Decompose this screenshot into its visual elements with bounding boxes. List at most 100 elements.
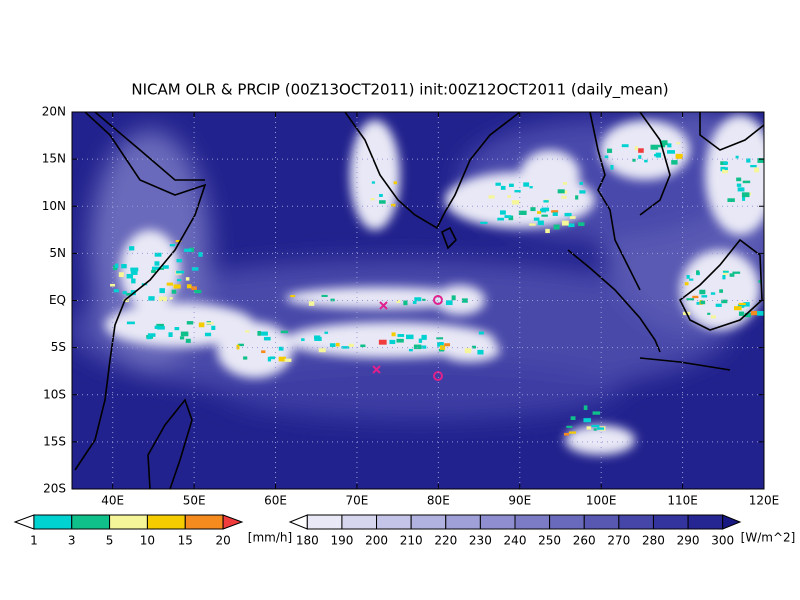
lat-label: 15N [42,152,66,166]
precip-cell [562,182,568,185]
precip-cell [497,217,505,221]
lon-label: 50E [183,494,206,508]
precip-cell [396,300,401,304]
precip-cell [543,208,549,211]
precip-cell [169,244,176,247]
precip-cell [121,264,127,269]
precip-cell [176,270,185,274]
precip-cell [257,330,261,336]
precip-cell [692,295,699,299]
precip-cell [743,302,750,307]
precip-cell [650,144,659,150]
precip-cell [280,330,289,334]
precip-cell [393,181,398,185]
colorbar-segment [479,514,516,530]
precip-cell [185,338,191,343]
precip-cell [737,304,745,308]
precip-cell [741,192,750,198]
precip-cell [301,338,305,341]
precip-cell [654,153,658,157]
precip-cell [579,190,586,194]
precip-cell [701,295,708,298]
precip-cell [396,338,404,343]
precip-cell [422,298,426,301]
precip-cell [157,325,165,330]
precip-cell [738,311,744,316]
colorbar-segment [583,514,620,530]
colorbar-unit: [W/m^2] [741,531,796,545]
precip-cell [318,348,326,353]
colorbar-label: 300 [711,534,734,548]
precip-cell [290,295,296,298]
precip-cell [537,220,544,226]
colorbar-segment [13,514,35,530]
precip-cell [391,332,396,337]
precip-cell [451,295,456,301]
precip-cell [746,158,751,163]
precip-cell [758,280,762,283]
precip-cell [129,246,135,251]
precip-cell [570,416,576,421]
precip-cell [418,338,423,343]
lat-label: 10S [43,387,66,401]
markers [372,295,443,381]
precip-cell [552,212,558,216]
precip-cell [154,325,160,329]
precip-cell [736,177,742,182]
precip-cell [444,343,451,347]
colorbars: 1 3 5 10 15 20 [mm/h] 180 190 200 210 220 230 240 250 2… [13,514,796,548]
precip-cell [114,263,119,269]
precip-cell [278,356,287,362]
colorbar-label: 3 [68,534,76,548]
precip-cell [176,258,183,263]
precip-cell [710,292,716,295]
precip-cell [644,159,648,163]
colorbar-label: 190 [330,534,353,548]
precip-cell [575,195,579,200]
precip-cell [189,247,195,253]
precip-cell [151,269,156,273]
precip-cell [403,300,408,306]
coastlines [74,112,764,489]
precip-cell [757,311,764,316]
precip-cell [237,343,244,347]
precip-cell [278,346,284,351]
lon-label: 80E [427,494,450,508]
precip-cell [578,222,585,226]
precip-cell [684,282,689,286]
precip-cell [742,196,746,201]
precip-cell [500,185,506,190]
precip-cell [604,155,609,159]
precip-cell [154,252,162,257]
precip-cell [583,418,591,423]
precip-cell [156,323,164,327]
precip-cell [632,158,636,162]
colorbar-label: 280 [642,534,665,548]
axes: 20N 15N 10N 5N EQ 5S 10S 15S 20S 40E 50E 60E 70E 80E 9… [42,105,780,508]
precip-cell [541,214,548,217]
precip-cell [533,217,540,221]
lat-label: 20S [43,482,66,496]
precip-cell [204,332,212,337]
colorbar-label: 260 [573,534,596,548]
precip-cell [243,356,248,360]
precip-cell [557,189,565,194]
precip-cell [736,183,742,187]
colorbar-label: 240 [504,534,527,548]
precip-cell [566,425,573,428]
lat-label: 15S [43,434,66,448]
precip-cell [621,144,629,148]
precip-cell [732,271,741,274]
precip-cell [593,428,597,431]
precip-cell [166,282,174,286]
precip-cell [198,322,205,328]
precip-cell [335,342,340,347]
precip-cell [586,426,592,430]
grid [72,112,764,489]
precip-cell [406,334,414,340]
precip-cell [719,289,724,293]
precip-cell [715,303,722,307]
precip-cell [126,321,135,325]
precip-cell [696,301,700,305]
precip-cell [284,358,292,362]
